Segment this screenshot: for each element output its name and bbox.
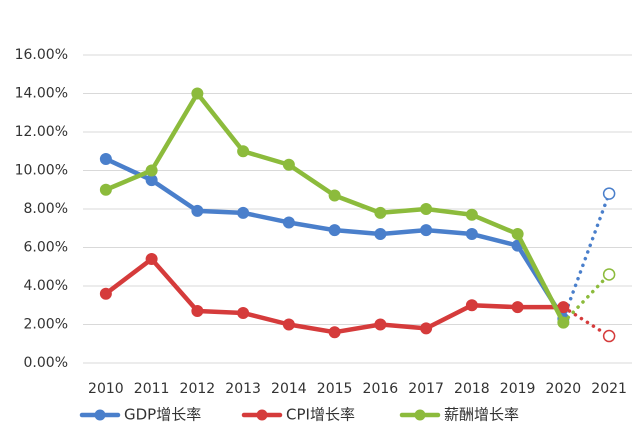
data-point <box>191 87 204 100</box>
data-point <box>511 228 524 241</box>
y-axis-ticks: 0.00% 2.00% 4.00% 6.00% 8.00% 10.00% 12.00% 14.… <box>15 47 68 371</box>
data-point <box>191 305 204 318</box>
data-point <box>145 164 158 177</box>
x-tick-label: 2021 <box>591 381 627 397</box>
projected-point <box>602 268 616 281</box>
data-point <box>237 206 250 219</box>
data-point <box>511 301 524 314</box>
legend-item: GDP增长率 <box>79 406 201 424</box>
data-point <box>328 189 341 202</box>
data-point <box>420 322 433 335</box>
series-line <box>103 256 566 335</box>
x-tick-label: 2013 <box>225 381 261 397</box>
legend: GDP增长率 CPI增长率 薪酬增长率 <box>79 406 519 424</box>
data-point <box>282 318 295 331</box>
data-point <box>374 228 387 241</box>
y-tick-label: 2.00% <box>24 317 68 333</box>
y-tick-label: 12.00% <box>15 124 68 140</box>
series-projection-line <box>561 305 611 338</box>
data-point <box>237 306 250 319</box>
data-point <box>557 316 570 329</box>
x-axis-ticks: 2010 2011 2012 2013 2014 2015 2016 2017 2018 2019… <box>88 381 627 397</box>
series-line <box>103 156 566 321</box>
legend-swatch-marker <box>94 409 106 421</box>
data-point <box>420 203 433 215</box>
data-point <box>282 216 295 229</box>
legend-label: GDP增长率 <box>124 406 201 424</box>
series-group <box>99 87 616 329</box>
data-point <box>374 318 387 331</box>
projected-point <box>602 329 616 343</box>
series-projection-line <box>561 191 611 321</box>
y-tick-label: 10.00% <box>15 163 68 179</box>
x-tick-label: 2010 <box>88 381 124 397</box>
legend-swatch-marker <box>414 409 426 421</box>
y-tick-label: 4.00% <box>24 278 68 294</box>
x-tick-label: 2016 <box>363 381 399 397</box>
y-tick-label: 16.00% <box>15 47 68 63</box>
data-point <box>465 208 478 221</box>
y-tick-label: 0.00% <box>24 355 68 371</box>
x-tick-label: 2012 <box>180 381 216 397</box>
data-point <box>282 158 295 171</box>
series-group <box>99 253 616 343</box>
data-point <box>145 253 158 266</box>
x-tick-label: 2018 <box>454 381 490 397</box>
y-tick-label: 14.00% <box>15 86 68 102</box>
x-tick-label: 2015 <box>317 381 353 397</box>
data-point <box>420 224 433 237</box>
legend-label: CPI增长率 <box>286 406 355 424</box>
legend-label: 薪酬增长率 <box>444 406 519 424</box>
x-tick-label: 2020 <box>546 381 582 397</box>
x-tick-label: 2014 <box>271 381 307 397</box>
data-point <box>237 145 250 158</box>
y-tick-label: 6.00% <box>24 240 68 256</box>
data-point <box>465 228 478 241</box>
series-layer <box>99 87 616 343</box>
data-point <box>99 287 112 300</box>
projected-point <box>602 187 616 200</box>
data-point <box>191 204 204 217</box>
data-point <box>465 299 478 312</box>
x-tick-label: 2019 <box>500 381 536 397</box>
series-group <box>99 152 616 325</box>
legend-item: 薪酬增长率 <box>399 406 519 424</box>
grid-layer <box>83 54 632 364</box>
x-tick-label: 2017 <box>408 381 444 397</box>
data-point <box>328 326 341 339</box>
y-tick-label: 8.00% <box>24 201 68 217</box>
legend-swatch-marker <box>256 409 268 421</box>
legend-item: CPI增长率 <box>241 406 355 424</box>
data-point <box>328 224 341 237</box>
x-tick-label: 2011 <box>134 381 170 397</box>
data-point <box>99 152 112 165</box>
data-point <box>99 183 112 196</box>
series-projection-line <box>561 272 611 325</box>
data-point <box>374 206 387 219</box>
